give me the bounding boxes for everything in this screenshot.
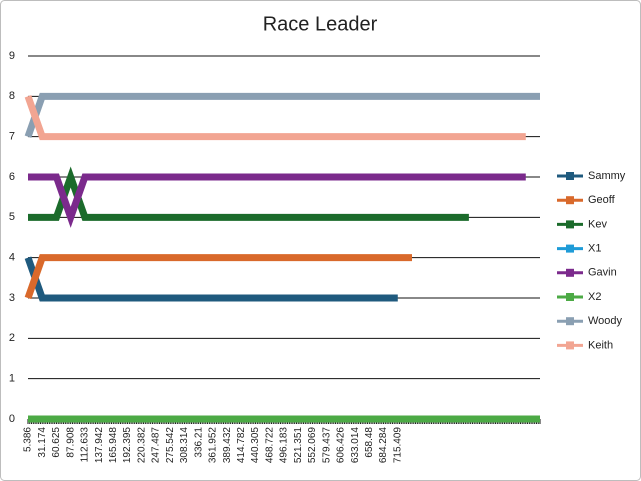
- y-tick-label: 1: [9, 373, 15, 385]
- series-line: [28, 166, 469, 221]
- x-tick-label: 496.183: [279, 427, 290, 464]
- legend-marker: [566, 172, 574, 180]
- x-tick-label: 192.395: [122, 427, 133, 464]
- x-tick-label: 361.952: [208, 427, 219, 464]
- x-tick-label: 165.948: [108, 427, 119, 464]
- x-tick-label: 521.351: [293, 427, 304, 464]
- x-tick-label: 336.21: [193, 427, 204, 458]
- legend-label: Kev: [588, 218, 607, 230]
- x-tick-label: 715.409: [392, 427, 403, 464]
- x-tick-label: 684.284: [378, 427, 389, 464]
- series-line: [24, 92, 540, 138]
- legend-label: Geoff: [588, 194, 616, 206]
- y-tick-label: 4: [9, 252, 15, 264]
- legend-label: Gavin: [588, 267, 617, 279]
- legend-marker: [566, 244, 574, 253]
- legend-marker: [566, 220, 574, 229]
- x-tick-label: 389.432: [222, 427, 233, 464]
- series-line: [28, 173, 526, 228]
- legend-label: Keith: [588, 339, 613, 351]
- legend-label: X2: [588, 291, 601, 303]
- x-tick-label: 552.069: [307, 427, 318, 464]
- legend-marker: [566, 196, 574, 205]
- x-tick-label: 579.437: [321, 427, 332, 464]
- y-tick-label: 0: [9, 413, 15, 425]
- legend-marker: [566, 317, 574, 326]
- x-tick-label: 275.542: [165, 427, 176, 464]
- series-line: [24, 254, 412, 300]
- legend-label: Sammy: [588, 170, 626, 182]
- x-tick-label: 414.782: [236, 427, 247, 464]
- y-tick-label: 5: [9, 211, 15, 223]
- y-tick-label: 8: [9, 90, 15, 102]
- x-tick-label: 440.305: [250, 427, 261, 464]
- x-tick-label: 247.487: [151, 427, 162, 464]
- x-tick-label: 112.633: [80, 427, 91, 463]
- x-tick-label: 60.625: [51, 427, 62, 458]
- x-tick-label: 658.48: [364, 427, 375, 458]
- series-line: [24, 95, 526, 141]
- x-tick-label: 633.014: [350, 427, 361, 464]
- chart-title: Race Leader: [263, 13, 378, 35]
- y-tick-label: 3: [9, 292, 15, 304]
- x-tick-label: 137.942: [94, 427, 105, 464]
- legend-marker: [566, 268, 574, 277]
- x-tick-label: 87.908: [65, 427, 76, 458]
- x-tick-label: 5.386: [23, 427, 34, 452]
- x-tick-label: 308.314: [179, 427, 190, 464]
- y-tick-label: 2: [9, 332, 15, 344]
- x-tick-label: 606.426: [336, 427, 347, 464]
- legend-label: Woody: [588, 315, 623, 327]
- series-line: [24, 256, 398, 302]
- y-tick-label: 6: [9, 171, 15, 183]
- legend-label: X1: [588, 243, 601, 255]
- legend-marker: [566, 341, 574, 350]
- legend-marker: [566, 293, 574, 301]
- x-tick-label: 220.382: [136, 427, 147, 464]
- y-tick-label: 9: [9, 50, 15, 62]
- x-tick-label: 31.174: [37, 427, 48, 458]
- x-tick-label: 468.722: [264, 427, 275, 464]
- y-tick-label: 7: [9, 131, 15, 143]
